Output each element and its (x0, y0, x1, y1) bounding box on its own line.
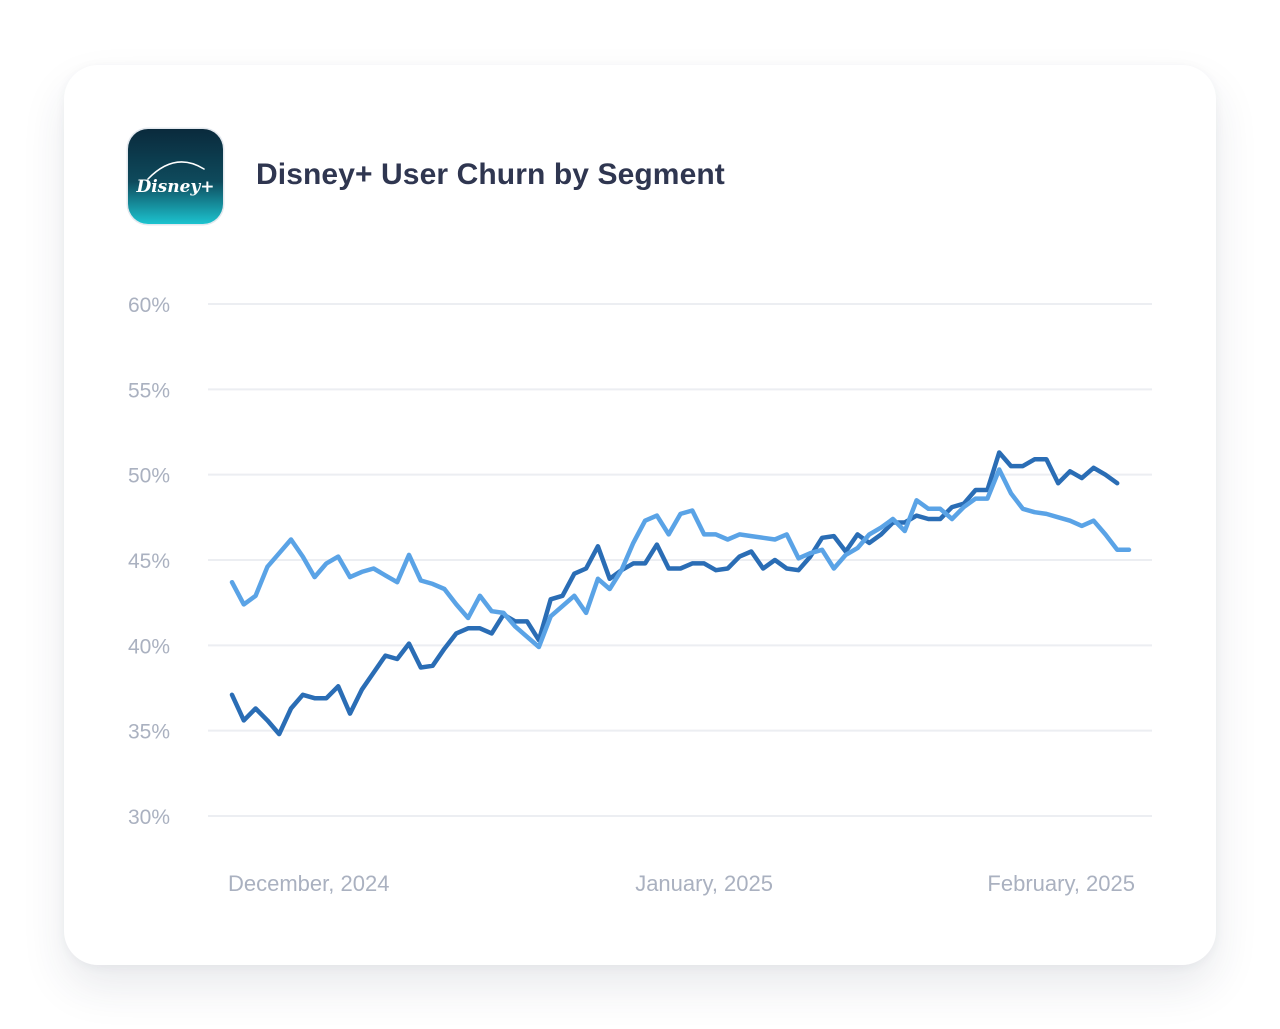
y-tick-label: 40% (128, 635, 170, 658)
chart-title: Disney+ User Churn by Segment (256, 158, 725, 191)
logo-text: Disney+ (135, 177, 214, 197)
disney-plus-logo-icon: Disney+ (128, 129, 223, 224)
y-tick-label: 50% (128, 465, 170, 488)
y-tick-label: 60% (128, 294, 170, 317)
x-tick-label: December, 2024 (228, 871, 389, 896)
x-tick-label: January, 2025 (635, 871, 773, 896)
x-tick-label: February, 2025 (987, 871, 1135, 896)
y-tick-label: 55% (128, 379, 170, 402)
series-line-segment-a (229, 450, 1120, 737)
series-line-segment-b (229, 467, 1132, 650)
y-tick-label: 30% (128, 806, 170, 829)
y-tick-label: 45% (128, 550, 170, 573)
y-tick-label: 35% (128, 721, 170, 744)
